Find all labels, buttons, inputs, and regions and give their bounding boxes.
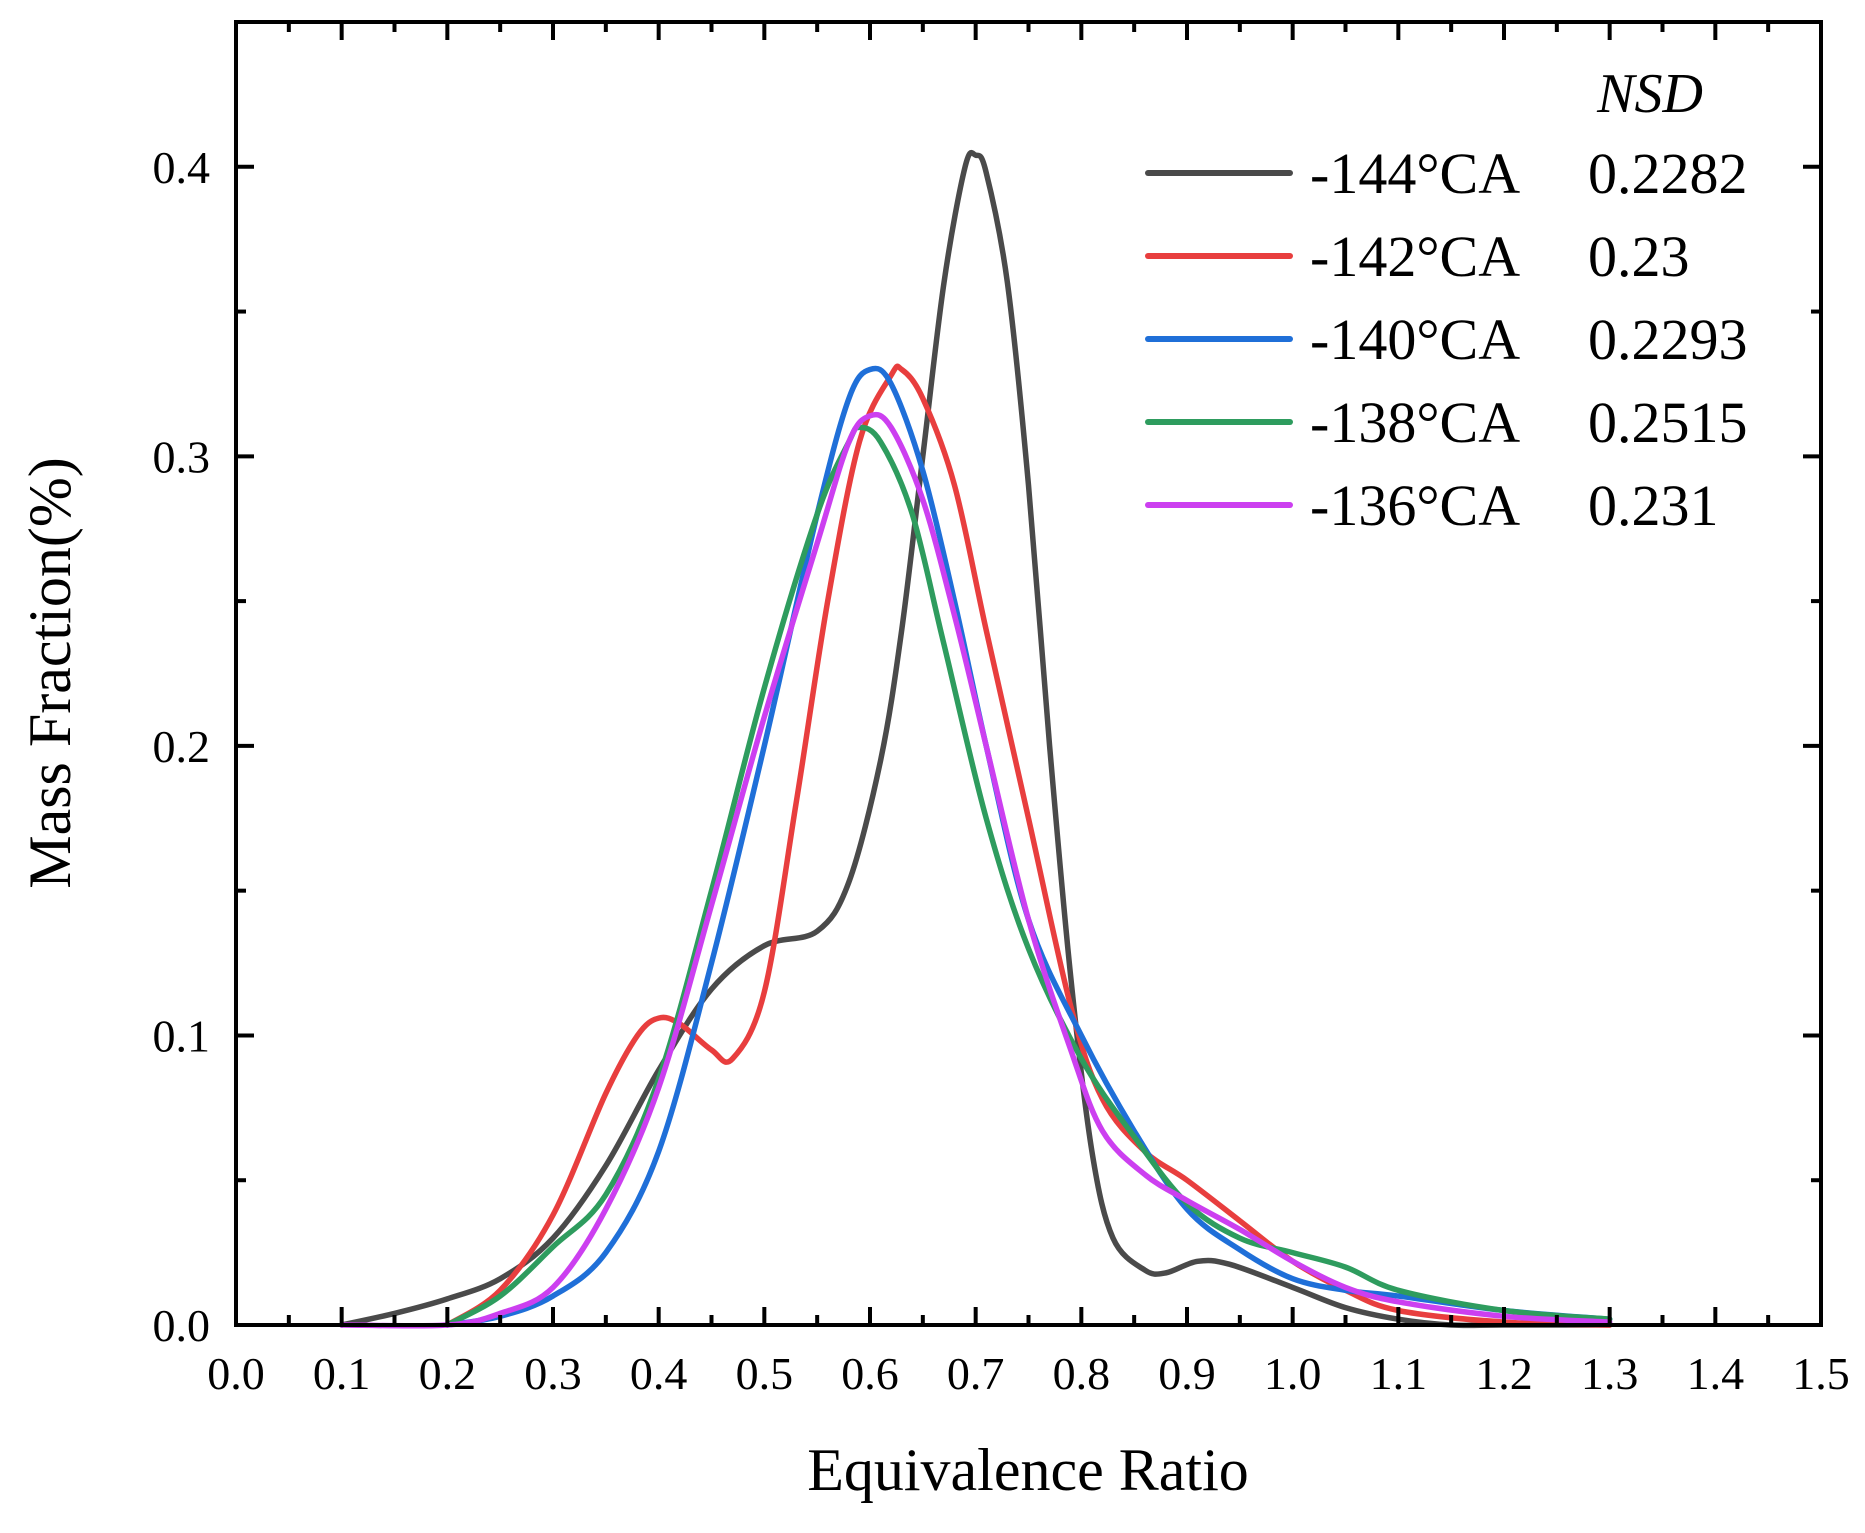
- legend-nsd-2: 0.23: [1588, 224, 1690, 289]
- y-tick-label: 0.0: [153, 1300, 211, 1351]
- y-axis-title: Mass Fraction(%): [17, 457, 83, 889]
- series-line-2: [444, 363, 1613, 1328]
- y-tick-label: 0.1: [153, 1010, 211, 1061]
- legend-label-5: -136°CA: [1310, 473, 1520, 538]
- series-line-1: [338, 149, 1613, 1329]
- x-tick-label: 0.1: [313, 1348, 371, 1399]
- x-axis-title: Equivalence Ratio: [807, 1437, 1249, 1503]
- tick-labels-layer: 0.0 0.1 0.2 0.3 0.4 0.5 0.6 0.7 0.8 0.9 1.0 1.1 1.2 1…: [153, 142, 1850, 1399]
- legend-nsd-1: 0.2282: [1588, 141, 1748, 206]
- legend-nsd-3: 0.2293: [1588, 307, 1748, 372]
- legend-title: NSD: [1596, 63, 1703, 125]
- x-tick-label: 1.4: [1687, 1348, 1745, 1399]
- y-tick-label: 0.4: [153, 142, 211, 193]
- x-tick-label: 0.5: [736, 1348, 794, 1399]
- legend-nsd-4: 0.2515: [1588, 390, 1748, 455]
- legend-label-2: -142°CA: [1310, 224, 1520, 289]
- x-tick-label: 1.0: [1264, 1348, 1322, 1399]
- x-tick-label: 1.2: [1475, 1348, 1533, 1399]
- x-tick-label: 1.3: [1581, 1348, 1639, 1399]
- x-tick-label: 0.0: [207, 1348, 265, 1399]
- x-tick-label: 0.3: [524, 1348, 582, 1399]
- series-line-5: [338, 411, 1613, 1329]
- x-tick-label: 0.8: [1053, 1348, 1111, 1399]
- legend-label-1: -144°CA: [1310, 141, 1520, 206]
- x-tick-label: 0.9: [1158, 1348, 1216, 1399]
- series-line-3: [444, 365, 1613, 1328]
- series-layer: [338, 149, 1613, 1329]
- x-tick-label: 1.1: [1370, 1348, 1428, 1399]
- x-tick-label: 0.4: [630, 1348, 688, 1399]
- x-tick-label: 0.2: [419, 1348, 477, 1399]
- x-tick-label: 0.7: [947, 1348, 1005, 1399]
- x-tick-label: 1.5: [1792, 1348, 1850, 1399]
- legend-nsd-5: 0.231: [1588, 473, 1719, 538]
- legend: NSD -144°CA 0.2282 -142°CA 0.23 -140°CA 0.229…: [1145, 63, 1748, 538]
- y-tick-label: 0.2: [153, 721, 211, 772]
- legend-label-3: -140°CA: [1310, 307, 1520, 372]
- legend-label-4: -138°CA: [1310, 390, 1520, 455]
- y-tick-label: 0.3: [153, 431, 211, 482]
- ticks-layer: [234, 20, 1823, 1327]
- x-tick-label: 0.6: [841, 1348, 899, 1399]
